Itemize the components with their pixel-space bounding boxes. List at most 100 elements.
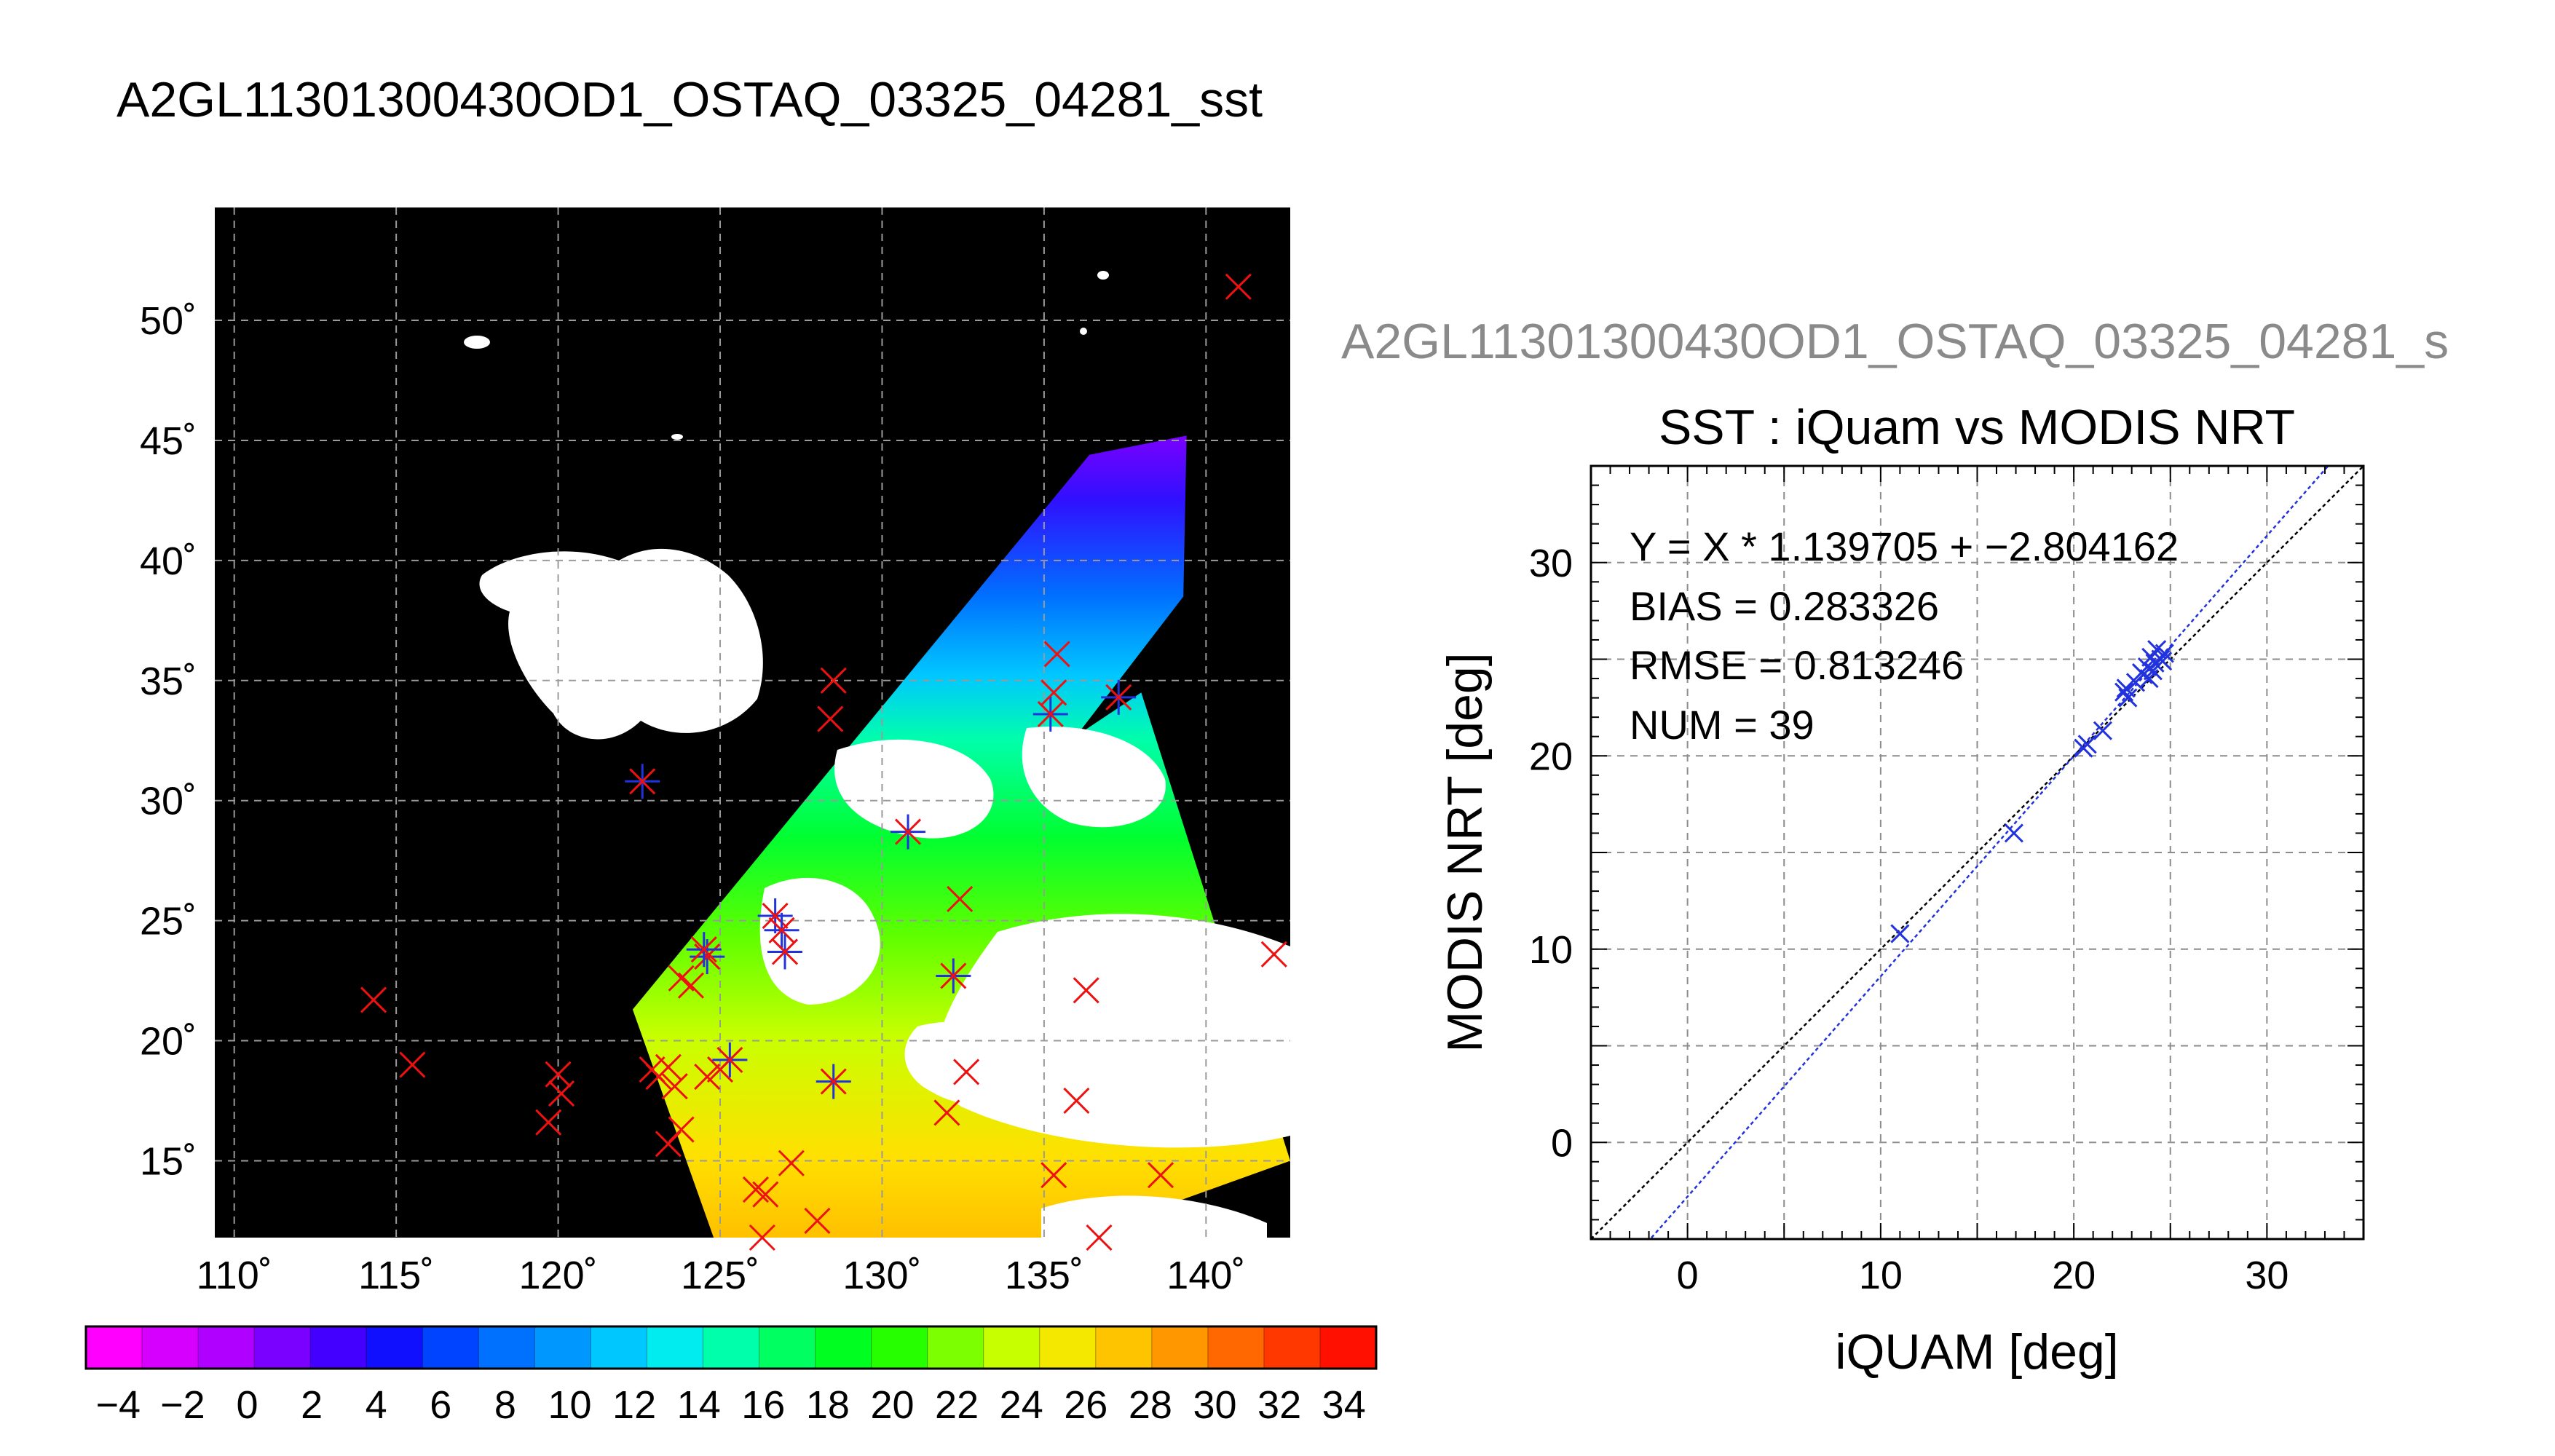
obs-marker (1086, 1224, 1113, 1251)
marker-stroke (2139, 668, 2159, 689)
colorbar-tick-label: −4 (96, 1383, 141, 1427)
obs-marker (778, 1150, 805, 1176)
secondary-title: A2GL11301300430OD1_OSTAQ_03325_04281_s (1341, 314, 2449, 369)
colorbar-segment (198, 1326, 255, 1369)
colorbar-segment (1263, 1326, 1321, 1369)
cloud-mask (759, 877, 880, 1005)
red-cross (1037, 700, 1064, 728)
red-cross (690, 936, 717, 963)
matched-marker (767, 934, 802, 970)
colorbar-segment (422, 1326, 479, 1369)
marker-stroke (694, 1063, 721, 1091)
colorbar-frame (84, 1325, 1378, 1370)
colorbar-tick-label: 2 (301, 1383, 323, 1427)
marker-stroke (2133, 665, 2153, 684)
marker-stroke (1225, 273, 1252, 300)
red-cross (629, 768, 656, 795)
matched-marker (816, 1064, 851, 1099)
colorbar-tick-label: 26 (1064, 1383, 1107, 1427)
map-lat-tick-label: 45˚ (140, 419, 197, 463)
marker-stroke (1147, 1162, 1174, 1189)
scatter-point (2133, 665, 2153, 684)
marker-stroke (742, 1176, 770, 1203)
obs-marker (820, 667, 847, 694)
y-tick-label: 20 (1529, 735, 1573, 778)
marker-stroke (1073, 977, 1099, 1004)
obs-marker (804, 1207, 831, 1234)
colorbar-segment (759, 1326, 816, 1369)
marker-stroke (2114, 682, 2134, 702)
colorbar-segment (1207, 1326, 1265, 1369)
obs-marker (1147, 1162, 1174, 1189)
scatter-point (2077, 735, 2097, 754)
cloud-mask (1041, 1195, 1267, 1238)
island-mask (671, 434, 683, 440)
cloud-mask (479, 548, 763, 740)
colorbar-segment (871, 1326, 928, 1369)
red-cross (1105, 684, 1132, 711)
obs-marker (1063, 1087, 1090, 1115)
matched-marker (690, 939, 725, 975)
scatter-point (2004, 823, 2023, 843)
matched-marker (757, 898, 793, 934)
scatter-point (2093, 721, 2112, 740)
marker-stroke (668, 1116, 695, 1143)
x-axis-label: iQUAM [deg] (1835, 1324, 2118, 1380)
red-cross (716, 1046, 743, 1073)
colorbar-tick-label: 10 (548, 1383, 591, 1427)
colorbar-segment (815, 1326, 872, 1369)
colorbar-segment (142, 1326, 199, 1369)
marker-stroke (629, 768, 656, 795)
marker-stroke (1105, 684, 1132, 711)
fit-line (1648, 466, 2330, 1239)
map-lon-tick-label: 120˚ (519, 1254, 598, 1297)
marker-stroke (668, 965, 695, 992)
obs-marker (399, 1051, 426, 1078)
scatter-title: SST : iQuam vs MODIS NRT (1659, 400, 2295, 455)
marker-stroke (762, 902, 789, 930)
obs-marker (947, 885, 974, 912)
map-markers (360, 273, 1287, 1251)
marker-stroke (749, 1224, 775, 1251)
colorbar-tick-label: 20 (870, 1383, 914, 1427)
colorbar-segment (647, 1326, 704, 1369)
colorbar-tick-label: 32 (1257, 1383, 1301, 1427)
marker-stroke (655, 1053, 682, 1080)
marker-stroke (1043, 641, 1070, 668)
map-lat-tick-label: 30˚ (140, 780, 197, 823)
obs-marker (655, 1053, 682, 1080)
matched-marker (1032, 696, 1068, 732)
map-lat-tick-label: 50˚ (140, 299, 197, 343)
obs-marker (752, 1181, 779, 1208)
marker-stroke (752, 1181, 779, 1208)
marker-stroke (1040, 1162, 1067, 1189)
island-mask (1080, 328, 1087, 335)
scatter-point (2114, 682, 2134, 702)
red-cross (820, 1068, 847, 1095)
obs-marker (668, 1116, 695, 1143)
x-tick-label: 0 (1677, 1254, 1699, 1297)
marker-stroke (2004, 823, 2023, 843)
map-lon-tick-label: 125˚ (681, 1254, 759, 1297)
obs-marker (742, 1176, 770, 1203)
marker-stroke (778, 1150, 805, 1176)
marker-stroke (716, 1046, 743, 1073)
scatter-plot: 0 0 10 10 20 20 30 30 SST : iQuam vs MODIS NRT iQ… (1437, 400, 2365, 1380)
marker-stroke (953, 1059, 980, 1085)
colorbar-segment (86, 1326, 143, 1369)
obs-marker (1040, 679, 1067, 706)
x-tick-label: 10 (1859, 1254, 1903, 1297)
map-lat-tick-label: 40˚ (140, 539, 197, 583)
colorbar-tick-label: 22 (935, 1383, 979, 1427)
marker-stroke (1086, 1224, 1113, 1251)
colorbar-tick-label: 34 (1322, 1383, 1366, 1427)
stats-annotation: RMSE = 0.813246 (1630, 642, 1964, 688)
matched-marker (686, 932, 722, 968)
marker-stroke (535, 1109, 562, 1136)
marker-stroke (817, 705, 844, 732)
colorbar-tick-label: 8 (494, 1383, 516, 1427)
obs-marker (694, 1063, 721, 1091)
obs-marker (1040, 1162, 1067, 1189)
marker-stroke (1040, 679, 1067, 706)
marker-stroke (820, 667, 847, 694)
